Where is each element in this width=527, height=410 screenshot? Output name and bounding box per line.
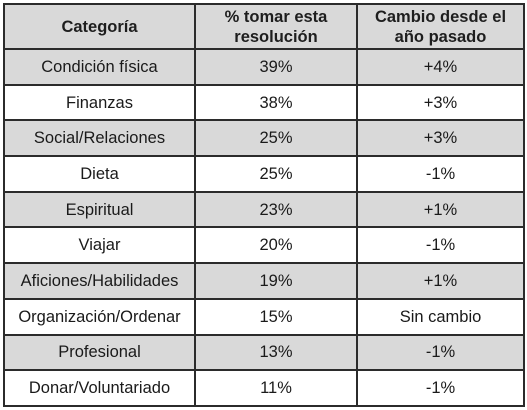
cell-category: Viajar — [3, 226, 196, 265]
cell-change: -1% — [356, 333, 525, 372]
cell-category: Profesional — [3, 333, 196, 372]
table-row: Donar/Voluntariado 11% -1% — [3, 369, 525, 407]
cell-percent: 20% — [194, 226, 358, 265]
cell-category: Espiritual — [3, 190, 196, 229]
cell-percent: 15% — [194, 297, 358, 336]
resolutions-table: Categoría % tomar esta resolución Cambio… — [3, 3, 525, 407]
table-row: Profesional 13% -1% — [3, 333, 525, 372]
cell-change: -1% — [356, 155, 525, 193]
cell-percent: 23% — [194, 190, 358, 229]
table-row: Condición física 39% +4% — [3, 48, 525, 86]
cell-change: +4% — [356, 48, 525, 86]
cell-category: Donar/Voluntariado — [3, 369, 196, 407]
table-row: Finanzas 38% +3% — [3, 83, 525, 122]
table-row: Viajar 20% -1% — [3, 226, 525, 265]
cell-category: Organización/Ordenar — [3, 297, 196, 336]
cell-percent: 19% — [194, 262, 358, 300]
cell-percent: 13% — [194, 333, 358, 372]
cell-percent: 25% — [194, 119, 358, 158]
cell-percent: 11% — [194, 369, 358, 407]
cell-change: -1% — [356, 226, 525, 265]
cell-category: Finanzas — [3, 83, 196, 122]
header-category: Categoría — [3, 3, 196, 50]
table-body: Condición física 39% +4% Finanzas 38% +3… — [3, 48, 525, 407]
header-row: Categoría % tomar esta resolución Cambio… — [3, 3, 525, 50]
table-row: Organización/Ordenar 15% Sin cambio — [3, 297, 525, 336]
cell-change: +1% — [356, 190, 525, 229]
cell-percent: 25% — [194, 155, 358, 193]
cell-change: -1% — [356, 369, 525, 407]
cell-change: +3% — [356, 119, 525, 158]
table-header: Categoría % tomar esta resolución Cambio… — [3, 3, 525, 50]
cell-category: Aficiones/Habilidades — [3, 262, 196, 300]
table-row: Social/Relaciones 25% +3% — [3, 119, 525, 158]
table-row: Dieta 25% -1% — [3, 155, 525, 193]
table-row: Espiritual 23% +1% — [3, 190, 525, 229]
cell-category: Condición física — [3, 48, 196, 86]
cell-category: Dieta — [3, 155, 196, 193]
cell-change: Sin cambio — [356, 297, 525, 336]
cell-percent: 38% — [194, 83, 358, 122]
cell-category: Social/Relaciones — [3, 119, 196, 158]
header-change: Cambio desde el año pasado — [356, 3, 525, 50]
cell-percent: 39% — [194, 48, 358, 86]
table-row: Aficiones/Habilidades 19% +1% — [3, 262, 525, 300]
header-percent: % tomar esta resolución — [194, 3, 358, 50]
cell-change: +3% — [356, 83, 525, 122]
cell-change: +1% — [356, 262, 525, 300]
